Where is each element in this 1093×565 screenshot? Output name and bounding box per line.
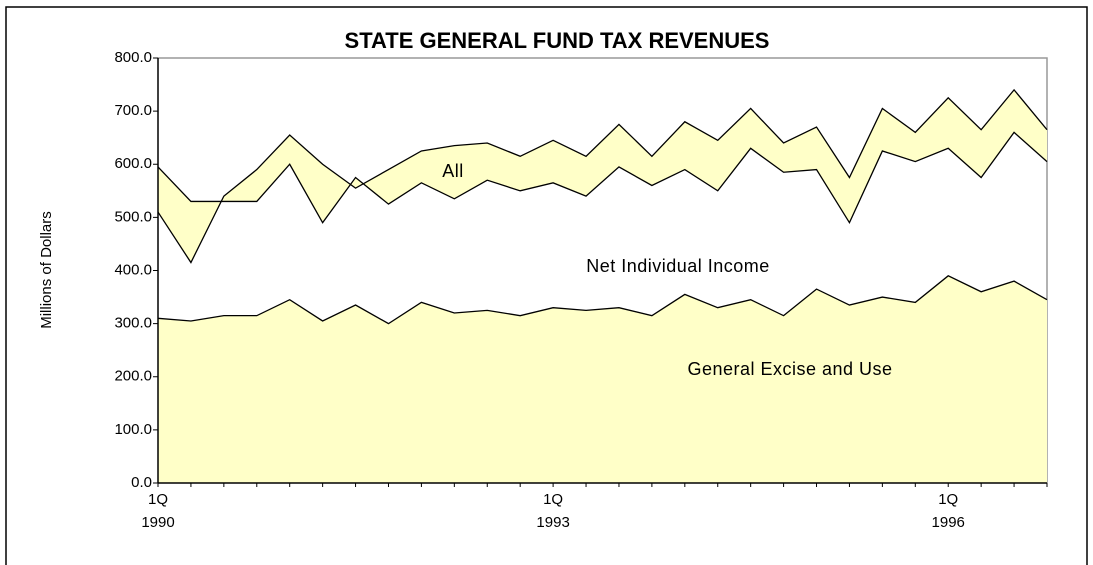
y-tick-label: 200.0 bbox=[114, 368, 152, 385]
y-tick-label: 800.0 bbox=[114, 49, 152, 66]
area-fill bbox=[158, 275, 1047, 483]
x-tick-label: 1Q bbox=[543, 491, 563, 508]
x-tick-label: 1Q bbox=[938, 491, 958, 508]
y-tick-label: 100.0 bbox=[114, 421, 152, 438]
x-tick-year: 1996 bbox=[932, 514, 965, 531]
plot: 0.0 100.0 200.0 300.0 400.0 500.0 600.0 700.0 80… bbox=[114, 49, 1048, 531]
y-tick-label: 600.0 bbox=[114, 155, 152, 172]
y-tick-label: 300.0 bbox=[114, 315, 152, 332]
series-label: All bbox=[442, 161, 464, 181]
y-tick-label: 700.0 bbox=[114, 102, 152, 119]
x-tick-label: 1Q bbox=[148, 491, 168, 508]
y-axis-label: Millions of Dollars bbox=[38, 211, 55, 329]
x-tick-year: 1993 bbox=[536, 514, 569, 531]
y-tick-label: 0.0 bbox=[131, 474, 152, 491]
series-line bbox=[157, 88, 1048, 264]
frame bbox=[5, 6, 1088, 565]
series-line bbox=[157, 275, 1048, 325]
x-tick-year: 1990 bbox=[141, 514, 174, 531]
y-tick-label: 500.0 bbox=[114, 208, 152, 225]
band-fill bbox=[158, 89, 1047, 263]
chart-title: STATE GENERAL FUND TAX REVENUES bbox=[345, 28, 770, 53]
series-label: Net Individual Income bbox=[586, 256, 770, 276]
y-tick-label: 400.0 bbox=[114, 261, 152, 278]
series-line bbox=[157, 131, 1048, 225]
series-label: General Excise and Use bbox=[687, 359, 892, 379]
